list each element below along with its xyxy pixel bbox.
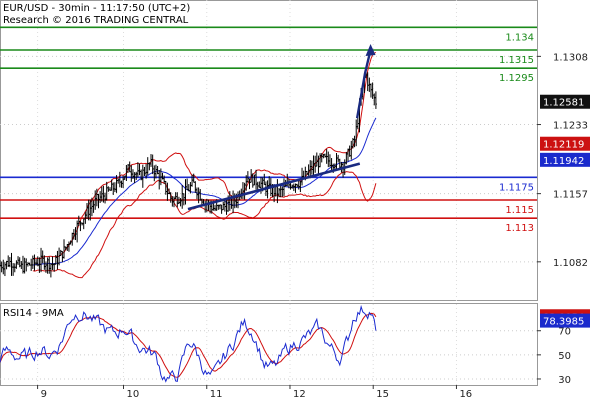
level-lines: 1.134 1.1315 1.1295 1.1175 1.115 1.113 bbox=[0, 26, 537, 234]
rsi-tag bbox=[540, 313, 590, 328]
level-label: 1.113 bbox=[505, 223, 534, 234]
rsi-lines bbox=[0, 304, 377, 383]
lower-band bbox=[32, 171, 377, 279]
level-label: 1.1175 bbox=[499, 182, 534, 193]
candles bbox=[0, 72, 377, 278]
chart-header-line1: EUR/USD - 30min - 11:17:50 (UTC+2) bbox=[3, 3, 190, 14]
rsi-tick-label: 50 bbox=[558, 351, 571, 362]
rsi-tick-label: 70 bbox=[558, 327, 571, 338]
price-tag-label: 1.11942 bbox=[543, 156, 584, 167]
price-tick-label: 1.1233 bbox=[553, 121, 588, 132]
price-tag-label: 1.12581 bbox=[543, 98, 584, 109]
support-trendline bbox=[187, 162, 361, 211]
rsi-line bbox=[0, 304, 377, 383]
price-axis: 1.1082 1.1157 1.1233 1.1308 1.12581 1.12119 1.… bbox=[537, 52, 590, 269]
rsi-ma-line bbox=[0, 312, 377, 378]
projection-arrow bbox=[355, 49, 372, 119]
time-tick-label: 16 bbox=[459, 389, 472, 400]
price-tag-label: 1.12119 bbox=[543, 140, 584, 151]
projection-arrowhead bbox=[365, 44, 376, 56]
chart-header-line2: Research © 2016 TRADING CENTRAL bbox=[3, 15, 189, 26]
time-axis: 9 10 11 12 15 16 bbox=[37, 385, 472, 400]
level-label: 1.115 bbox=[505, 205, 534, 216]
rsi-title: RSI14 - 9MA bbox=[3, 308, 64, 319]
rsi-axis: 30507082.005478.3985 bbox=[537, 309, 590, 386]
level-label: 1.1315 bbox=[499, 55, 534, 66]
price-tick-label: 1.1308 bbox=[553, 52, 588, 63]
price-tick-label: 1.1157 bbox=[553, 190, 588, 201]
price-panel bbox=[0, 0, 538, 301]
price-tag bbox=[540, 136, 590, 151]
trendline-group bbox=[187, 44, 376, 211]
rsi-tag-label: 78.3985 bbox=[543, 317, 584, 328]
price-tag bbox=[540, 94, 590, 109]
moving-average bbox=[32, 117, 377, 266]
time-tick-label: 11 bbox=[210, 389, 223, 400]
time-tick-label: 9 bbox=[41, 389, 47, 400]
level-label: 1.134 bbox=[505, 32, 534, 43]
time-tick-label: 15 bbox=[376, 389, 389, 400]
rsi-tick-label: 30 bbox=[558, 375, 571, 386]
price-tick-label: 1.1082 bbox=[553, 258, 588, 269]
level-label: 1.1295 bbox=[499, 73, 534, 84]
price-tag bbox=[540, 152, 590, 167]
time-tick-label: 10 bbox=[127, 389, 140, 400]
time-tick-label: 12 bbox=[293, 389, 306, 400]
